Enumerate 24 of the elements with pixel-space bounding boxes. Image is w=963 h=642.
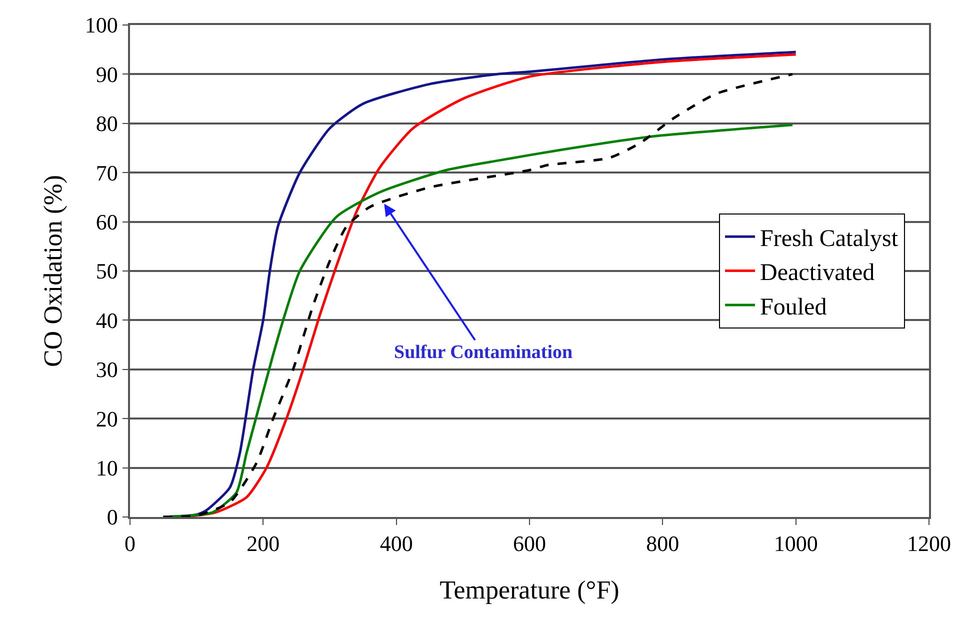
legend-label: Deactivated: [760, 260, 875, 286]
x-axis-title: Temperature (°F): [440, 575, 620, 604]
y-tick-label: 50: [96, 258, 118, 284]
y-tick-label: 0: [106, 504, 118, 530]
y-tick-label: 20: [96, 406, 118, 432]
y-axis-title: CO Oxidation (%): [38, 174, 68, 368]
x-tick-label: 400: [380, 531, 413, 556]
legend-label: Fresh Catalyst: [760, 226, 898, 252]
x-tick-label: 1200: [907, 531, 951, 556]
y-tick-label: 90: [96, 62, 118, 87]
y-tick-label: 70: [96, 160, 118, 186]
y-tick-label: 80: [96, 111, 118, 136]
y-tick-label: 10: [96, 456, 118, 480]
x-tick-label: 1000: [774, 531, 818, 556]
x-tick-label: 600: [513, 531, 546, 556]
y-tick-label: 30: [96, 357, 118, 382]
y-tick-label: 40: [96, 308, 118, 333]
x-tick-label: 800: [646, 531, 680, 556]
annotation: Sulfur Contamination: [394, 342, 574, 363]
y-tick-label: 100: [84, 12, 118, 38]
x-tick-label: 200: [246, 531, 280, 556]
legend-label: Fouled: [760, 294, 827, 320]
x-tick-label: 0: [124, 531, 136, 556]
y-tick-label: 60: [96, 210, 118, 234]
